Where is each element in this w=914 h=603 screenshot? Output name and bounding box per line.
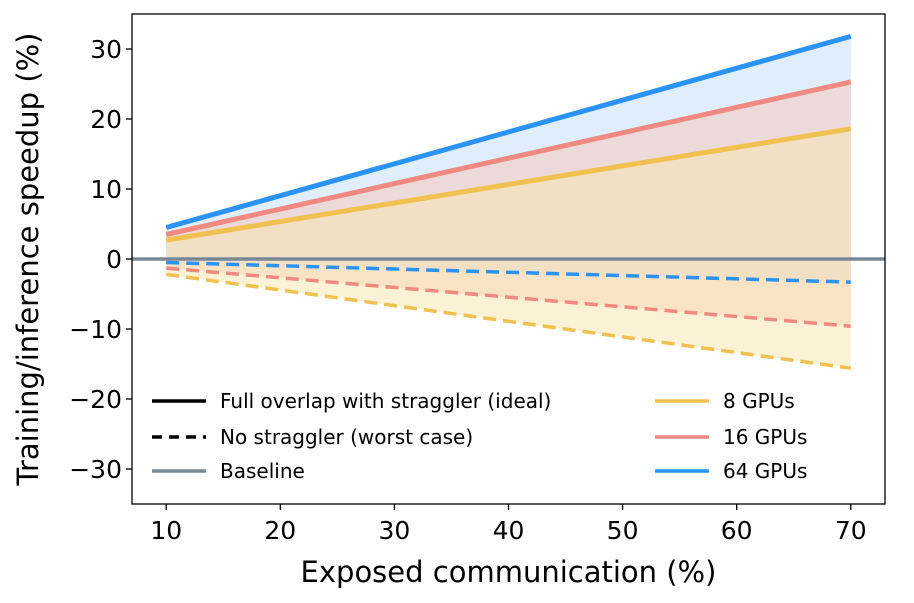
series-line-64-gpus-dashed bbox=[166, 260, 851, 284]
series-lines bbox=[165, 33, 852, 370]
series-line-16-gpus-dashed bbox=[166, 266, 851, 328]
x-axis-label: Exposed communication (%) bbox=[301, 555, 717, 589]
fill-8-gpus-dashed bbox=[166, 259, 851, 369]
x-tick-label: 60 bbox=[721, 516, 753, 545]
legend: Full overlap with straggler (ideal) No st… bbox=[152, 389, 807, 483]
x-tick-label: 50 bbox=[607, 516, 639, 545]
legend-label: 64 GPUs bbox=[723, 459, 807, 483]
series-line-16-gpus-solid bbox=[165, 79, 852, 237]
legend-label: No straggler (worst case) bbox=[220, 425, 473, 449]
x-tick-label: 30 bbox=[379, 516, 411, 545]
y-axis-label: Training/inference speedup (%) bbox=[11, 33, 45, 487]
series-line-8-gpus-solid bbox=[165, 126, 852, 243]
series-line-64-gpus-solid bbox=[165, 33, 852, 230]
x-tick-label: 70 bbox=[835, 516, 867, 545]
y-tick-label: 20 bbox=[90, 105, 122, 134]
y-tick-label: 30 bbox=[90, 35, 122, 64]
legend-label: 16 GPUs bbox=[723, 425, 807, 449]
x-axis-ticks: 10 20 30 40 50 60 70 bbox=[150, 504, 867, 545]
y-tick-label: 10 bbox=[90, 175, 122, 204]
x-tick-label: 10 bbox=[150, 516, 182, 545]
legend-label: 8 GPUs bbox=[723, 389, 795, 413]
legend-label: Full overlap with straggler (ideal) bbox=[220, 389, 551, 413]
legend-label: Baseline bbox=[220, 459, 305, 483]
fill-8-gpus-solid bbox=[166, 128, 851, 259]
x-tick-label: 20 bbox=[264, 516, 296, 545]
y-tick-label: −20 bbox=[69, 385, 122, 414]
y-tick-label: 0 bbox=[106, 245, 122, 274]
x-tick-label: 40 bbox=[493, 516, 525, 545]
y-tick-label: −30 bbox=[69, 455, 122, 484]
series-line-8-gpus-dashed bbox=[165, 272, 852, 370]
y-axis-ticks: −30 −20 −10 0 10 20 30 bbox=[69, 35, 132, 484]
y-tick-label: −10 bbox=[69, 315, 122, 344]
